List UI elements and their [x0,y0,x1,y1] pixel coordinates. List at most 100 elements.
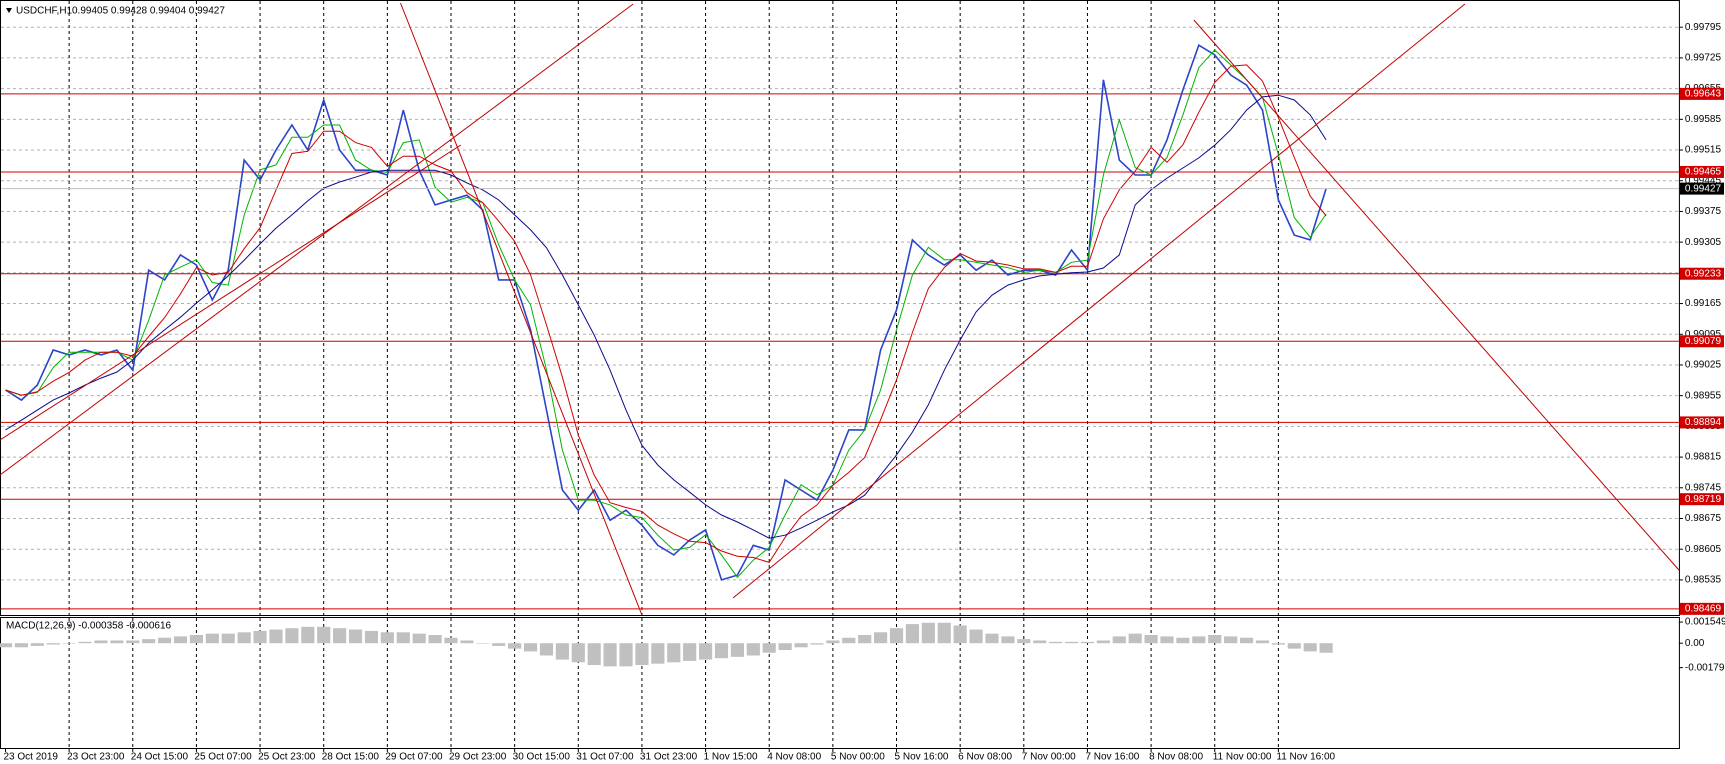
macd-bar [30,643,44,646]
macd-bar [762,643,776,653]
macd-bar [921,622,935,644]
macd-bar [1271,643,1285,645]
x-tick-label: 31 Oct 23:00 [640,752,698,763]
macd-bar [667,643,681,663]
macd-bar [142,639,156,644]
macd-bar [953,625,967,644]
macd-bar [794,643,808,648]
macd-bar [348,629,363,644]
current-price-box [1679,182,1724,195]
trendline [733,4,1465,598]
macd-bar [46,643,60,645]
macd-bar [444,637,458,644]
macd-bar [1303,643,1317,652]
level-label-box [1679,87,1724,100]
macd-bar [62,643,76,644]
trendline [401,3,642,615]
macd-bar [1255,640,1270,644]
ohlc-values: 0.99405 0.99428 0.99404 0.99427 [72,6,225,17]
y-tick-label: 0.99165 [1685,298,1722,309]
macd-bar [364,630,379,644]
macd-bar [1128,633,1142,644]
y-tick-label: 0.98535 [1685,575,1722,586]
level-label-box [1679,335,1724,348]
macd-tick-label: 0.001549 [1685,617,1725,628]
x-tick-label: 23 Oct 2019 [3,752,58,763]
y-tick-label: 0.98815 [1685,452,1722,463]
macd-bar [205,633,219,644]
macd-bar [1319,643,1333,653]
macd-bar [651,643,665,664]
x-tick-label: 4 Nov 08:00 [767,752,821,763]
x-tick-label: 29 Oct 23:00 [449,752,507,763]
macd-bar [1144,635,1158,644]
level-label: 0.99079 [1685,336,1722,347]
y-tick-label: 0.99025 [1685,360,1722,371]
x-tick-label: 7 Nov 00:00 [1022,752,1076,763]
macd-bar [1096,640,1110,644]
y-tick-label: 0.99725 [1685,53,1722,64]
macd-bar [603,643,617,667]
trendline [0,4,633,475]
macd-bar [94,640,108,644]
macd-bar [619,643,633,667]
plot-area [0,0,1683,752]
y-tick-label: 0.99585 [1685,114,1722,125]
macd-bar [158,637,172,644]
moving-average [5,64,1327,563]
x-tick-label: 7 Nov 16:00 [1085,752,1139,763]
macd-tick-label: -0.00179 [1685,662,1725,673]
x-tick-label: 30 Oct 15:00 [513,752,571,763]
macd-bar [810,643,824,645]
macd-bar [508,643,522,649]
macd-bar [1239,637,1254,644]
macd-bar [778,643,792,651]
macd-bar [746,643,760,656]
macd-bar [221,633,235,644]
overlay: 0.997950.997250.996550.995850.995150.994… [3,22,1725,763]
macd-bar [110,640,124,644]
macd-bar [587,643,601,666]
macd-bar [189,635,204,644]
macd-bar [333,628,347,644]
x-tick-label: 24 Oct 15:00 [131,752,189,763]
moving-average [5,49,1327,579]
level-label-box [1679,493,1724,506]
level-label: 0.98469 [1685,603,1722,614]
macd-bar [858,635,872,644]
macd-bar [730,643,744,657]
macd-bar [698,643,713,660]
macd-bar [396,632,410,644]
macd-bar [317,626,331,644]
macd-bar [0,643,13,648]
macd-bar [253,630,267,644]
macd-bar [492,643,506,646]
x-tick-label: 31 Oct 07:00 [576,752,634,763]
macd-bar [1176,637,1190,644]
macd-bar [301,626,315,644]
macd-bar [842,637,856,644]
level-label-box [1679,602,1724,615]
chart-title: USDCHF,H1 [16,6,73,17]
macd-bar [1160,636,1174,644]
macd-bar [985,633,999,644]
macd-bar [1192,636,1206,644]
macd-bar [237,632,251,644]
macd-bar [539,643,554,656]
level-label: 0.99465 [1685,167,1722,178]
y-tick-label: 0.99305 [1685,237,1722,248]
x-tick-label: 8 Nov 08:00 [1149,752,1203,763]
macd-bar [523,643,538,652]
x-tick-label: 25 Oct 07:00 [194,752,252,763]
macd-bar [412,633,426,644]
level-label-box [1679,165,1724,178]
trendline [1194,20,1679,570]
macd-bar [969,629,983,644]
menu-triangle[interactable] [6,8,12,13]
macd-bar [1017,639,1031,644]
macd-bar [285,628,299,644]
macd-bar [476,643,490,644]
macd-bar [905,624,920,644]
macd-bar [1224,636,1238,644]
